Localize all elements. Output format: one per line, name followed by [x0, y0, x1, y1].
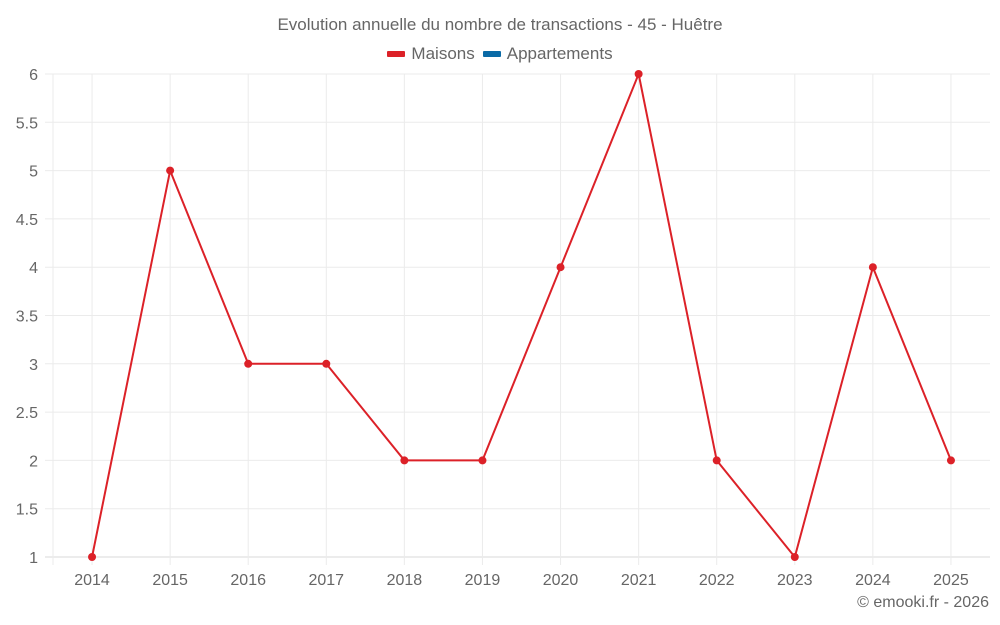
x-tick-label: 2023	[777, 572, 813, 589]
grid-lines	[45, 73, 990, 565]
y-tick-label: 4.5	[16, 212, 38, 229]
data-point[interactable]	[634, 70, 643, 78]
data-point[interactable]	[88, 553, 97, 561]
x-tick-label: 2019	[465, 572, 501, 589]
x-tick-label: 2015	[152, 572, 188, 589]
data-point[interactable]	[400, 456, 409, 465]
x-tick-label: 2020	[543, 572, 579, 589]
legend-label-maisons: Maisons	[411, 44, 475, 63]
y-tick-label: 3	[29, 357, 38, 374]
x-axis: 2014 2015 2016 2017 2018 2019 2020 2021 2022 2023…	[74, 572, 969, 589]
data-point[interactable]	[946, 456, 955, 465]
y-tick-label: 5.5	[16, 115, 38, 132]
x-tick-label: 2018	[387, 572, 423, 589]
data-point[interactable]	[244, 359, 253, 368]
y-axis: 1 1.5 2 2.5 3 3.5 4 4.5 5 5.5 6	[16, 67, 38, 567]
x-tick-label: 2022	[699, 572, 735, 589]
legend: Maisons Appartements	[0, 44, 1000, 64]
data-point[interactable]	[166, 166, 175, 175]
x-tick-label: 2014	[74, 572, 110, 589]
data-point[interactable]	[322, 359, 331, 368]
x-tick-label: 2017	[308, 572, 344, 589]
y-tick-label: 1.5	[16, 502, 38, 519]
y-tick-label: 4	[29, 260, 38, 277]
y-tick-label: 3.5	[16, 309, 38, 326]
data-point[interactable]	[712, 456, 721, 465]
x-tick-label: 2021	[621, 572, 657, 589]
legend-swatch-appartements	[482, 51, 501, 57]
legend-item-maisons[interactable]: Maisons	[387, 44, 475, 64]
data-point[interactable]	[556, 263, 565, 272]
data-point[interactable]	[478, 456, 487, 465]
data-point[interactable]	[790, 553, 799, 561]
y-tick-label: 5	[29, 164, 38, 181]
legend-swatch-maisons	[387, 51, 406, 57]
x-tick-label: 2024	[855, 572, 891, 589]
x-tick-label: 2016	[230, 572, 266, 589]
data-point[interactable]	[868, 263, 877, 272]
y-tick-label: 2	[29, 453, 38, 470]
y-tick-label: 6	[29, 67, 38, 84]
x-tick-label: 2025	[933, 572, 969, 589]
y-tick-label: 1	[29, 550, 38, 567]
y-tick-label: 2.5	[16, 405, 38, 422]
series-maisons	[88, 70, 955, 561]
legend-item-appartements[interactable]: Appartements	[482, 44, 613, 64]
chart-title: Evolution annuelle du nombre de transact…	[277, 15, 723, 34]
legend-label-appartements: Appartements	[506, 44, 613, 63]
copyright-footer: © emooki.fr - 2026	[857, 594, 989, 611]
